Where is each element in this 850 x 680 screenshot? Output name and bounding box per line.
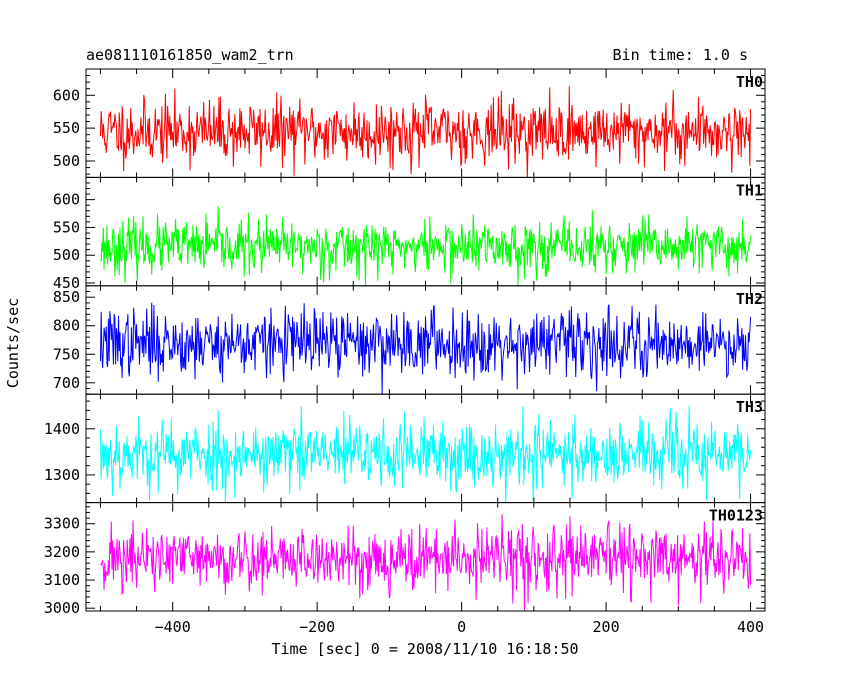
series-line-th2 <box>99 302 752 395</box>
y-tick-label: 1300 <box>44 466 80 484</box>
y-tick-label: 850 <box>53 288 80 306</box>
series-line-th3 <box>99 406 752 503</box>
panel-th1: 450 500 550 600 TH1 <box>53 176 766 292</box>
series-line-th0 <box>99 85 752 178</box>
y-tick-label: 3000 <box>44 599 80 617</box>
series-line-th0123 <box>100 514 752 611</box>
y-tick-label: 800 <box>53 317 80 335</box>
x-tick-label: 200 <box>593 618 620 636</box>
series-line-th1 <box>100 205 752 286</box>
y-tick-label: 500 <box>53 152 80 170</box>
y-tick-label: 600 <box>53 86 80 104</box>
panel-th2: 700 750 800 850 TH2 <box>53 285 766 395</box>
y-axis-label: Counts/sec <box>4 298 22 388</box>
y-tick-label: 3200 <box>44 543 80 561</box>
bin-time-label: Bin time: 1.0 s <box>613 46 748 64</box>
panel-label: TH0 <box>736 73 763 91</box>
x-tick-label: 0 <box>457 618 466 636</box>
y-tick-label: 700 <box>53 374 80 392</box>
panel-th3: 1300 1400 TH3 <box>44 393 766 504</box>
y-tick-label: 550 <box>53 119 80 137</box>
y-tick-label: 550 <box>53 218 80 236</box>
y-tick-label: 600 <box>53 191 80 209</box>
y-tick-label: 500 <box>53 246 80 264</box>
x-tick-label: 400 <box>737 618 764 636</box>
y-tick-label: 750 <box>53 345 80 363</box>
y-tick-label: 3300 <box>44 515 80 533</box>
x-axis-label: Time [sec] 0 = 2008/11/10 16:18:50 <box>271 640 578 658</box>
plot-title: ae081110161850_wam2_trn <box>86 46 294 64</box>
panel-label: TH1 <box>736 181 763 199</box>
y-tick-label: 450 <box>53 274 80 292</box>
panel-label: TH2 <box>736 290 763 308</box>
panel-th0123: 3000 3100 3200 3300 TH0123 <box>44 502 766 617</box>
x-tick-label: −200 <box>299 618 335 636</box>
y-tick-label: 1400 <box>44 420 80 438</box>
panel-label: TH0123 <box>709 507 763 525</box>
panels-group: 500 550 600 TH0 450 500 550 600 TH1 700 750 800 850 T… <box>44 68 766 636</box>
x-tick-label: −400 <box>155 618 191 636</box>
y-tick-label: 3100 <box>44 571 80 589</box>
panel-label: TH3 <box>736 398 763 416</box>
